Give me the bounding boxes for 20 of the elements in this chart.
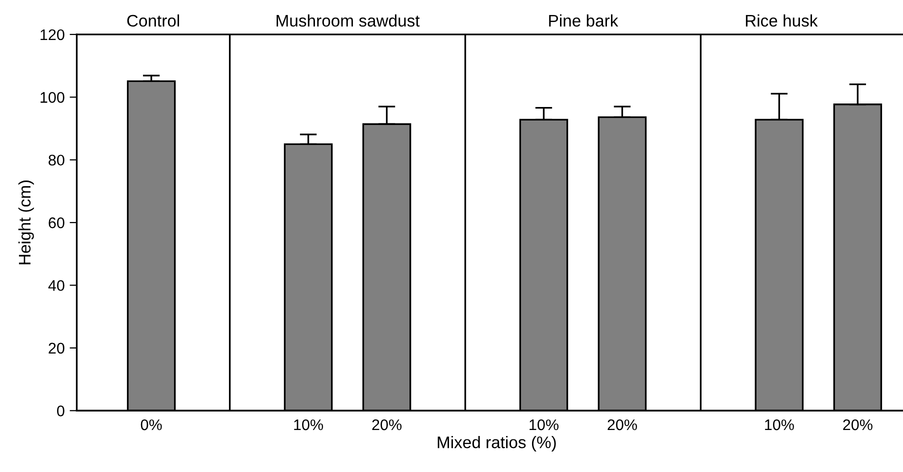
text: Rice husk [746, 14, 818, 27]
y-tick-label: 60 [48, 217, 64, 228]
y-tick-label: 100 [40, 92, 64, 103]
y-tick-label: 20 [48, 342, 64, 354]
x-tick-label: 20% [843, 419, 872, 430]
x-axis-title: Mixed ratios (%) [438, 436, 556, 452]
x-tick-label: 20% [608, 419, 637, 430]
x-tick-label: 0% [140, 419, 162, 430]
y-tick-label: 0 [57, 406, 64, 416]
text: Control [127, 14, 180, 27]
y-tick-label: 80 [48, 154, 64, 166]
text: Pine bark [549, 14, 618, 27]
x-tick-label: 20% [372, 419, 402, 430]
x-tick-label: 10% [765, 419, 794, 430]
x-tick-label: 10% [294, 419, 324, 430]
y-tick-label: 40 [48, 280, 64, 291]
y-axis-title: Height (cm) [18, 180, 34, 264]
text: Mushroom sawdust [276, 14, 420, 27]
x-tick-label: 10% [530, 419, 558, 430]
y-tick-label: 120 [40, 29, 64, 40]
